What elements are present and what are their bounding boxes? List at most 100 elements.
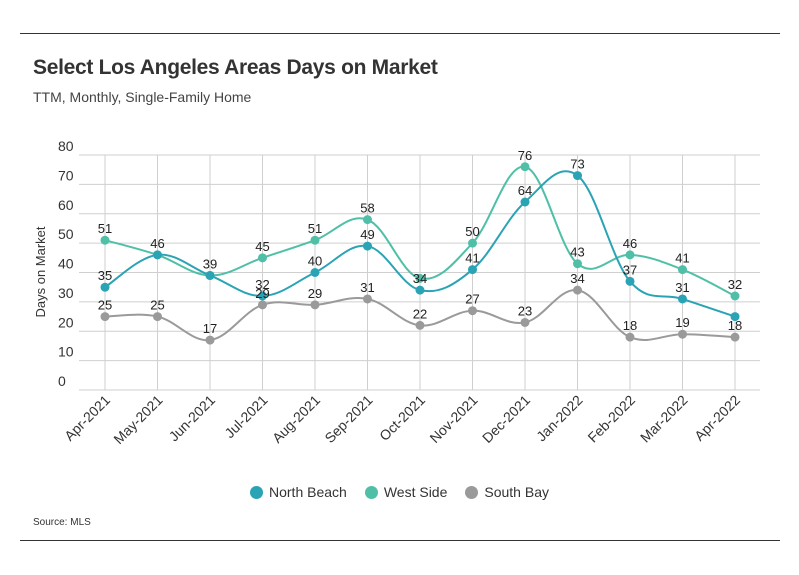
data-label: 31 [360, 280, 374, 295]
data-label: 39 [203, 256, 217, 271]
x-tick-label: Jul-2021 [221, 392, 270, 441]
data-point[interactable] [625, 250, 635, 260]
data-point[interactable] [520, 162, 530, 172]
data-point[interactable] [415, 285, 425, 295]
data-label: 40 [308, 254, 322, 269]
data-label: 49 [360, 227, 374, 242]
data-point[interactable] [258, 253, 267, 263]
data-point[interactable] [468, 238, 477, 248]
data-point[interactable] [363, 241, 372, 251]
legend-item-north-beach[interactable]: North Beach [250, 484, 347, 500]
grid-lines [79, 154, 760, 391]
data-point[interactable] [520, 317, 530, 327]
x-tick-label: Oct-2021 [376, 392, 428, 444]
source-note: Source: MLS [33, 517, 91, 528]
x-tick-label: Apr-2021 [61, 392, 113, 444]
data-label: 32 [728, 277, 742, 292]
legend-label-south-bay: South Bay [484, 484, 549, 500]
data-point[interactable] [625, 276, 635, 286]
y-tick-label: 20 [58, 314, 74, 330]
data-point[interactable] [415, 320, 425, 330]
data-label: 18 [728, 318, 742, 333]
data-point[interactable] [153, 312, 162, 322]
data-point[interactable] [100, 312, 110, 322]
data-point[interactable] [678, 294, 687, 304]
y-tick-label: 30 [58, 285, 74, 301]
legend-swatch-west-side [364, 485, 378, 499]
data-point[interactable] [468, 265, 477, 275]
data-label: 34 [413, 271, 427, 286]
data-label: 19 [675, 315, 689, 330]
x-tick-label: Nov-2021 [426, 392, 480, 446]
y-tick-label: 70 [58, 167, 74, 183]
data-point[interactable] [258, 300, 267, 310]
data-point[interactable] [363, 215, 372, 225]
top-rule [20, 33, 780, 34]
data-label: 50 [465, 224, 479, 239]
x-tick-label: Aug-2021 [269, 392, 323, 446]
data-label: 41 [675, 251, 689, 266]
data-label: 29 [308, 286, 322, 301]
legend-item-south-bay[interactable]: South Bay [465, 484, 549, 500]
data-point[interactable] [678, 265, 687, 275]
legend-item-west-side[interactable]: West Side [364, 484, 447, 500]
data-point[interactable] [310, 300, 320, 310]
data-point[interactable] [573, 285, 582, 295]
data-point[interactable] [730, 312, 740, 322]
x-tick-label: May-2021 [110, 392, 165, 447]
data-point[interactable] [573, 259, 582, 269]
data-label: 45 [255, 239, 269, 254]
data-point[interactable] [205, 270, 215, 280]
x-tick-label: Dec-2021 [479, 392, 533, 446]
x-tick-label: Jun-2021 [166, 392, 219, 445]
data-point[interactable] [310, 268, 320, 277]
data-point[interactable] [573, 171, 582, 181]
data-point[interactable] [310, 235, 320, 245]
data-point[interactable] [100, 235, 110, 245]
data-point[interactable] [100, 282, 110, 292]
chart-title: Select Los Angeles Areas Days on Market [33, 56, 438, 79]
data-point[interactable] [415, 273, 425, 283]
data-label: 51 [98, 221, 112, 236]
x-tick-label: Sep-2021 [321, 392, 375, 446]
data-label: 29 [255, 286, 269, 301]
data-point[interactable] [363, 294, 372, 304]
chart-subtitle: TTM, Monthly, Single-Family Home [33, 89, 252, 105]
data-label: 58 [360, 201, 374, 216]
y-axis-ticks: 0 10 20 30 40 50 60 70 80 [58, 138, 74, 389]
data-label: 17 [203, 321, 217, 336]
data-label: 64 [518, 183, 532, 198]
x-tick-label: Apr-2022 [691, 392, 743, 444]
data-point[interactable] [153, 250, 162, 260]
data-labels: 35 46 39 32 40 49 34 41 64 73 37 31 51 45 51 58 50 76 43 46… [98, 148, 742, 336]
data-point[interactable] [258, 291, 267, 301]
y-tick-label: 40 [58, 256, 74, 272]
y-tick-label: 10 [58, 344, 74, 360]
data-label: 18 [623, 318, 637, 333]
series-points [100, 162, 740, 345]
data-label: 43 [570, 245, 584, 260]
data-point[interactable] [205, 335, 215, 345]
bottom-rule [20, 540, 780, 541]
data-point[interactable] [468, 306, 477, 316]
data-point[interactable] [520, 197, 530, 207]
x-tick-label: Mar-2022 [637, 392, 691, 446]
data-point[interactable] [678, 329, 687, 339]
chart-legend: North Beach West Side South Bay [0, 484, 799, 500]
data-label: 37 [623, 262, 637, 277]
legend-swatch-north-beach [250, 485, 263, 499]
data-label: 25 [98, 298, 112, 313]
x-tick-label: Feb-2022 [584, 392, 638, 446]
data-label: 41 [465, 251, 479, 266]
data-point[interactable] [625, 332, 635, 342]
y-tick-label: 80 [58, 138, 74, 154]
data-label: 46 [150, 236, 164, 251]
data-label: 32 [255, 277, 269, 292]
y-tick-label: 50 [58, 226, 74, 242]
data-point[interactable] [730, 332, 740, 342]
y-axis-label: Days on Market [33, 226, 48, 317]
data-label: 27 [465, 292, 479, 307]
data-point[interactable] [730, 291, 740, 301]
